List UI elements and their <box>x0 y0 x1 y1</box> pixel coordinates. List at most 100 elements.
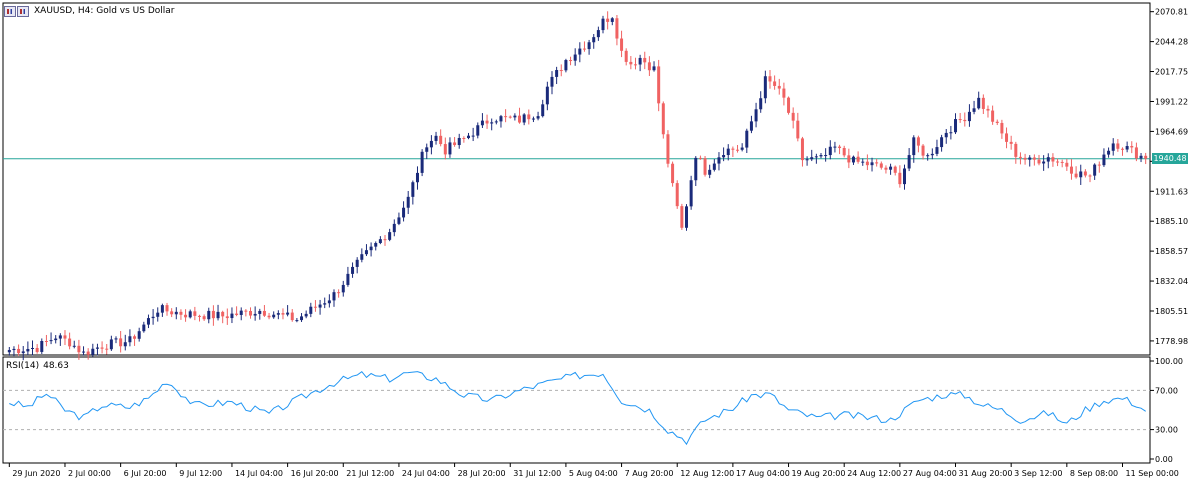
candle <box>800 136 804 167</box>
candle-body <box>1028 157 1032 160</box>
candle-body <box>810 157 814 160</box>
candle <box>313 300 317 312</box>
y-tick-label: 1832.04 <box>1155 277 1188 286</box>
candle-body <box>606 18 610 22</box>
candle-body <box>671 163 675 184</box>
candle <box>559 64 563 77</box>
candle <box>810 149 814 162</box>
candle <box>522 113 526 126</box>
x-tick-label: 24 Aug 12:00 <box>847 469 901 478</box>
candle-body <box>63 335 67 339</box>
candle-body <box>610 18 614 22</box>
candle-body <box>109 339 113 350</box>
candle-body <box>397 217 401 224</box>
candle <box>72 340 76 349</box>
candle-body <box>402 207 406 218</box>
candle-body <box>657 66 661 104</box>
candle-body <box>146 318 150 325</box>
candle <box>935 139 939 157</box>
candle-body <box>378 239 382 244</box>
candle-body <box>1000 122 1004 134</box>
candle <box>397 212 401 226</box>
candle <box>462 136 466 143</box>
candle <box>708 164 712 179</box>
candle-body <box>262 310 266 316</box>
candle-body <box>527 114 531 120</box>
candle-body <box>573 54 577 61</box>
candle-body <box>861 161 865 163</box>
candle <box>717 152 721 171</box>
candle <box>722 147 726 162</box>
candle-body <box>680 206 684 228</box>
candle-body <box>1144 155 1148 159</box>
candle <box>1037 154 1041 166</box>
y-tick-label: 1911.63 <box>1155 187 1188 196</box>
candle-body <box>184 314 188 318</box>
candle <box>907 148 911 172</box>
candle-body <box>708 169 712 175</box>
candle-body <box>476 125 480 136</box>
rsi-y-tick-label: 30.00 <box>1155 426 1178 435</box>
candle-body <box>202 316 206 320</box>
candle <box>499 114 503 128</box>
candle <box>480 113 484 129</box>
candle-body <box>221 311 225 317</box>
candle <box>31 340 35 356</box>
candle-body <box>216 311 220 319</box>
candle-body <box>745 130 749 148</box>
x-tick-label: 2 Jul 00:00 <box>68 469 111 478</box>
candle <box>1120 147 1124 156</box>
candle <box>1111 138 1115 156</box>
candle-body <box>165 305 169 312</box>
candle <box>856 151 860 164</box>
candle-body <box>58 335 62 339</box>
candle <box>420 149 424 177</box>
candle <box>926 153 930 161</box>
candle-body <box>480 120 484 126</box>
candle <box>267 312 271 320</box>
candle-body <box>787 97 791 113</box>
candle <box>100 341 104 354</box>
candle <box>601 15 605 34</box>
candle-body <box>596 30 600 38</box>
candle-body <box>258 310 262 314</box>
candle-body <box>694 157 698 181</box>
candle-body <box>833 146 837 148</box>
candle <box>629 56 633 70</box>
candle <box>726 144 730 161</box>
candle-body <box>12 348 16 351</box>
candle-body <box>508 116 512 118</box>
candle-body <box>620 38 624 51</box>
candle-body <box>838 146 842 149</box>
candle-body <box>740 147 744 150</box>
candle <box>1018 152 1022 165</box>
candle <box>58 333 62 346</box>
candle <box>429 135 433 155</box>
x-tick-label: 12 Aug 12:00 <box>680 469 734 478</box>
y-tick-label: 1991.22 <box>1155 97 1188 106</box>
candle-body <box>392 223 396 233</box>
rsi-value: 48.63 <box>43 361 69 371</box>
candle <box>327 294 331 308</box>
candle <box>745 128 749 154</box>
candle-body <box>531 118 535 120</box>
candle-body <box>351 266 355 274</box>
candle <box>921 144 925 160</box>
candle <box>211 305 215 326</box>
candle-body <box>564 60 568 71</box>
candle <box>128 329 132 347</box>
candle-body <box>1051 157 1055 162</box>
candle-body <box>601 18 605 31</box>
candle-body <box>967 111 971 122</box>
candle <box>1046 153 1050 169</box>
candle-body <box>100 347 104 349</box>
y-tick-label: 1858.57 <box>1155 247 1188 256</box>
x-tick-label: 14 Jul 04:00 <box>235 469 283 478</box>
candle <box>508 115 512 119</box>
candle <box>26 341 30 356</box>
candle-body <box>485 120 489 124</box>
candle <box>1102 148 1106 167</box>
candle-body <box>1014 143 1018 157</box>
